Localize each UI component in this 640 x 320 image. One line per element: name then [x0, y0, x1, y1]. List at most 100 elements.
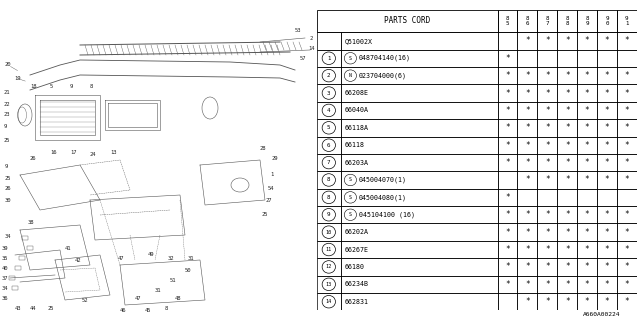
Text: 23: 23 [4, 113, 10, 117]
Bar [317, 258, 341, 276]
Bar [617, 223, 637, 241]
Bar [577, 154, 597, 171]
Bar [557, 223, 577, 241]
Bar [617, 32, 637, 50]
Text: 25: 25 [5, 175, 12, 180]
Bar [577, 189, 597, 206]
Bar [341, 171, 498, 189]
Text: *: * [505, 89, 510, 98]
Bar [498, 206, 518, 223]
Bar [597, 137, 617, 154]
Text: 46: 46 [120, 308, 127, 313]
Bar [518, 119, 538, 137]
Text: *: * [565, 228, 570, 237]
Bar [557, 206, 577, 223]
Bar [317, 50, 341, 67]
Bar [557, 171, 577, 189]
Text: 1: 1 [327, 56, 330, 61]
Bar [538, 119, 557, 137]
Text: *: * [585, 175, 589, 184]
Text: *: * [505, 123, 510, 132]
Bar [617, 119, 637, 137]
Text: *: * [585, 158, 589, 167]
Text: *: * [585, 297, 589, 306]
Bar [577, 206, 597, 223]
Bar [577, 293, 597, 310]
Bar [518, 50, 538, 67]
Bar [341, 84, 498, 102]
Bar [518, 171, 538, 189]
Text: *: * [605, 36, 609, 45]
Text: 5: 5 [327, 125, 330, 130]
Text: N: N [349, 73, 352, 78]
Text: 66040A: 66040A [345, 108, 369, 113]
Bar [317, 32, 341, 50]
Text: PARTS CORD: PARTS CORD [384, 16, 430, 25]
Bar [557, 50, 577, 67]
Bar [341, 50, 498, 67]
Text: 6: 6 [327, 143, 330, 148]
Text: *: * [525, 262, 530, 271]
Text: *: * [565, 71, 570, 80]
Bar [557, 241, 577, 258]
Text: 66202A: 66202A [345, 229, 369, 235]
Bar [617, 102, 637, 119]
Bar [341, 119, 498, 137]
Text: 8: 8 [165, 306, 168, 310]
Text: *: * [525, 106, 530, 115]
Text: S: S [349, 56, 352, 61]
Text: 045104100 (16): 045104100 (16) [359, 212, 415, 218]
Bar [22, 236, 28, 240]
Text: *: * [605, 175, 609, 184]
Bar [518, 67, 538, 84]
Text: *: * [505, 245, 510, 254]
Text: 20: 20 [5, 62, 12, 68]
Bar [577, 67, 597, 84]
Text: 17: 17 [70, 149, 77, 155]
Text: 52: 52 [82, 298, 88, 302]
Text: *: * [525, 123, 530, 132]
Text: *: * [525, 89, 530, 98]
Text: *: * [505, 141, 510, 150]
Text: 44: 44 [30, 306, 36, 310]
Text: 31: 31 [155, 287, 161, 292]
Bar [538, 171, 557, 189]
Text: *: * [565, 280, 570, 289]
Bar [518, 189, 538, 206]
Text: *: * [605, 141, 609, 150]
Text: *: * [505, 210, 510, 219]
Bar [617, 10, 637, 32]
Bar [498, 154, 518, 171]
Bar [577, 119, 597, 137]
Text: 8
6: 8 6 [525, 16, 529, 26]
Bar [557, 32, 577, 50]
Bar [538, 223, 557, 241]
Bar [27, 246, 33, 250]
Text: 18: 18 [30, 84, 36, 90]
Text: *: * [565, 245, 570, 254]
Bar [317, 171, 341, 189]
Bar [597, 223, 617, 241]
Text: *: * [565, 106, 570, 115]
Text: 54: 54 [268, 186, 275, 190]
Text: *: * [625, 210, 629, 219]
Bar [538, 50, 557, 67]
Text: 13: 13 [110, 149, 116, 155]
Bar [518, 137, 538, 154]
Bar [518, 10, 538, 32]
Bar [617, 84, 637, 102]
Text: 8
5: 8 5 [506, 16, 509, 26]
Text: 8: 8 [327, 195, 330, 200]
Bar [317, 119, 341, 137]
Bar [538, 293, 557, 310]
Text: *: * [565, 158, 570, 167]
Text: *: * [605, 71, 609, 80]
Bar [518, 293, 538, 310]
Text: 38: 38 [28, 220, 35, 225]
Text: 2: 2 [310, 36, 313, 41]
Text: *: * [625, 141, 629, 150]
Text: *: * [525, 280, 530, 289]
Bar [557, 102, 577, 119]
Bar [557, 67, 577, 84]
Bar [19, 256, 25, 260]
